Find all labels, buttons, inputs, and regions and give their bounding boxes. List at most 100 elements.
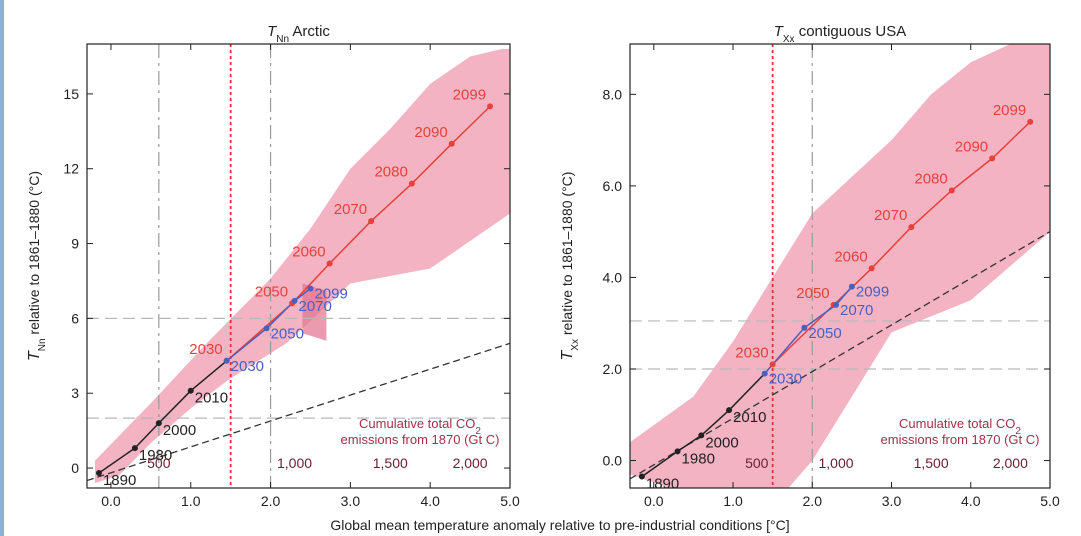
x-tick-label-4: 4.0 (961, 493, 981, 509)
series-high-point-2090 (989, 155, 996, 162)
series-high-label-2030: 2030 (189, 341, 222, 358)
series-low-label-2070: 2070 (840, 302, 873, 319)
x-tick-label-0: 0.0 (101, 493, 121, 509)
y-tick-label-0: 0 (71, 460, 79, 476)
series-high-point-2060 (868, 265, 875, 272)
series-low-point-2070 (833, 301, 840, 308)
co2-axis-title-line2: emissions from 1870 (Gt C) (341, 432, 500, 447)
x-tick-label-1: 1.0 (181, 493, 201, 509)
series-low-point-2099 (848, 283, 855, 290)
series-high-label-2030: 2030 (735, 344, 768, 361)
title-subscript: Nn (276, 34, 289, 45)
title-symbol: T (267, 23, 278, 40)
series-high-label-2090: 2090 (955, 138, 988, 155)
title-region: contiguous USA (795, 23, 907, 40)
series-low-line (226, 287, 311, 362)
series-low-label-2030: 2030 (769, 371, 802, 388)
panel-title: TNn Arctic (267, 23, 330, 45)
y-label-text: relative to 1861–1880 (°C) (26, 171, 42, 338)
uncertainty-band-lower-scenario (302, 283, 327, 341)
x-tick-label-3: 3.0 (341, 493, 361, 509)
x-tick-label-4: 4.0 (420, 493, 440, 509)
y-tick-label-3: 6.0 (603, 178, 623, 194)
series-observed-point-2010 (187, 387, 194, 394)
series-observed-point-2000 (155, 420, 162, 427)
co2-title-text: Cumulative total CO (359, 416, 475, 431)
series-observed-label-2010: 2010 (195, 390, 228, 407)
series-high-point-2099 (1027, 118, 1034, 125)
series-observed-point-2010 (726, 407, 733, 414)
y-label-symbol: T (26, 350, 43, 361)
co2-tick-label-2: 1,500 (914, 455, 949, 471)
x-tick-label-0: 0.0 (644, 493, 664, 509)
co2-tick-label-0: 500 (745, 455, 769, 471)
y-axis-label: TXx relative to 1861–1880 (°C) (559, 172, 581, 361)
y-tick-label-3: 9 (71, 236, 79, 252)
series-observed-label-2000: 2000 (705, 434, 738, 451)
plot-frame (629, 43, 1051, 489)
series-low-point-2099 (307, 285, 314, 292)
series-high-label-2070: 2070 (874, 207, 907, 224)
left-accent-bar (0, 0, 4, 536)
y-label-subscript: Nn (37, 338, 48, 351)
series-high-label-2070: 2070 (334, 201, 367, 218)
series-observed-label-2010: 2010 (733, 409, 766, 426)
series-observed-point-1980 (674, 448, 681, 455)
series-high-label-2099: 2099 (993, 102, 1026, 119)
co2-tick-label-3: 2,000 (453, 455, 488, 471)
y-tick-label-1: 3 (71, 385, 79, 401)
series-high-point-2070 (908, 224, 915, 231)
series-observed-label-2000: 2000 (163, 422, 196, 439)
series-high-label-2060: 2060 (834, 248, 867, 265)
co2-tick-label-3: 2,000 (993, 455, 1028, 471)
title-symbol: T (774, 23, 785, 40)
series-high-label-2060: 2060 (292, 244, 325, 261)
series-low-label-2030: 2030 (231, 358, 264, 375)
panel-arctic: 2030 2050 2060 2070 2080 2090 2099 2030 2050 2070… (26, 23, 520, 509)
x-tick-label-2: 2.0 (803, 493, 823, 509)
series-high-point-2090 (448, 140, 455, 147)
series-observed-point-1980 (131, 445, 138, 452)
series-low-label-2099: 2099 (314, 285, 347, 302)
series-high-label-2090: 2090 (414, 124, 447, 141)
x-tick-label-1: 1.0 (723, 493, 743, 509)
series-high-label-2050: 2050 (796, 285, 829, 302)
x-tick-label-5: 5.0 (1040, 493, 1060, 509)
series-high-label-2050: 2050 (255, 283, 288, 300)
title-subscript: Xx (783, 34, 795, 45)
co2-title-subscript: 2 (1015, 426, 1021, 437)
series-observed-point-2000 (698, 432, 705, 439)
series-low-label-2050: 2050 (271, 325, 304, 342)
x-tick-label-5: 5.0 (500, 493, 520, 509)
y-tick-label-2: 6 (71, 310, 79, 326)
plot-frame (86, 43, 511, 489)
uncertainty-band (95, 49, 510, 483)
one-to-one-line (87, 342, 510, 482)
panel-usa: 2030 2050 2060 2070 2080 2090 2099 2030 2050 2070… (559, 23, 1060, 509)
plot-area (87, 44, 510, 488)
series-low-point-2070 (291, 297, 298, 304)
series-high-point-2099 (487, 103, 494, 110)
series-observed-label-1890: 1890 (646, 476, 679, 493)
y-tick-label-1: 2.0 (603, 361, 623, 377)
y-label-text: relative to 1861–1880 (°C) (559, 172, 575, 339)
co2-tick-label-1: 1,000 (819, 455, 854, 471)
co2-tick-label-1: 1,000 (277, 455, 312, 471)
x-tick-label-2: 2.0 (261, 493, 281, 509)
x-tick-label-3: 3.0 (882, 493, 902, 509)
co2-axis-title-line1: Cumulative total CO2 (359, 416, 481, 437)
y-label-symbol: T (559, 349, 576, 360)
series-observed-label-1980: 1980 (682, 450, 715, 467)
series-low-label-2070: 2070 (299, 298, 332, 315)
series-low-label-2050: 2050 (808, 325, 841, 342)
y-tick-label-5: 15 (63, 86, 79, 102)
co2-tick-label-2: 1,500 (373, 455, 408, 471)
y-tick-label-4: 12 (63, 161, 79, 177)
series-high-point-2030 (769, 361, 776, 368)
series-low-point-2050 (801, 324, 808, 331)
series-low-line (764, 286, 853, 375)
uncertainty-band (630, 44, 1050, 488)
y-tick-label-2: 4.0 (603, 269, 623, 285)
series-high-label-2099: 2099 (453, 86, 486, 103)
